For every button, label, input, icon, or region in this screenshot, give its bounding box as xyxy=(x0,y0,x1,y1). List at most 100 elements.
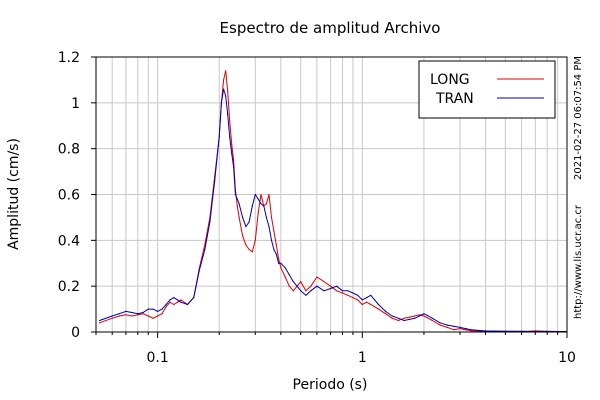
data-point-tran xyxy=(446,324,448,326)
data-point-long xyxy=(347,294,349,296)
data-point-long xyxy=(374,306,376,308)
y-tick-label: 0.2 xyxy=(58,279,80,295)
data-point-tran xyxy=(347,290,349,292)
data-point-tran xyxy=(147,308,149,310)
data-point-tran xyxy=(270,239,273,241)
data-point-tran xyxy=(408,318,411,320)
data-point-tran xyxy=(251,205,253,207)
data-point-long xyxy=(238,216,240,218)
data-point-long xyxy=(173,303,175,306)
data-point-tran xyxy=(257,198,259,200)
data-point-tran xyxy=(242,216,244,218)
data-point-tran xyxy=(310,290,312,292)
data-point-tran xyxy=(391,315,393,317)
data-point-tran xyxy=(245,226,247,228)
data-point-tran xyxy=(176,299,179,301)
data-point-long xyxy=(403,317,405,319)
data-point-long xyxy=(251,251,253,253)
y-axis-label: Amplitud (cm/s) xyxy=(6,138,22,250)
data-point-long xyxy=(242,235,244,237)
series-group xyxy=(98,70,567,332)
data-point-tran xyxy=(157,310,159,312)
data-point-long xyxy=(131,315,133,317)
data-point-tran xyxy=(173,297,175,299)
data-point-tran xyxy=(465,328,467,330)
data-point-tran xyxy=(125,310,127,312)
data-point-long xyxy=(273,230,275,232)
data-point-tran xyxy=(180,301,182,303)
data-point-long xyxy=(446,326,448,328)
data-point-tran xyxy=(459,326,461,328)
data-point-long xyxy=(229,120,231,122)
data-point-tran xyxy=(193,297,195,299)
data-point-tran xyxy=(209,221,211,223)
data-point-tran xyxy=(273,248,275,251)
data-point-long xyxy=(142,313,144,315)
y-tick-label: 0.6 xyxy=(58,188,80,204)
x-tick-label: 1 xyxy=(358,350,367,366)
data-point-tran xyxy=(233,166,235,168)
data-point-long xyxy=(225,70,227,72)
y-tick-label: 1 xyxy=(71,96,80,112)
data-point-long xyxy=(278,258,280,260)
data-point-long xyxy=(223,79,225,81)
data-point-tran xyxy=(278,262,280,264)
data-point-long xyxy=(180,299,182,301)
url-annotation: http://www.lis.ucr.ac.cr xyxy=(573,204,584,319)
data-point-long xyxy=(275,244,277,246)
legend-label-tran: TRAN xyxy=(435,91,474,107)
data-point-tran xyxy=(161,308,163,310)
data-point-long xyxy=(284,276,286,278)
data-point-long xyxy=(137,314,139,316)
data-point-tran xyxy=(231,152,233,154)
data-point-long xyxy=(245,244,247,246)
data-point-long xyxy=(98,322,101,324)
data-point-long xyxy=(125,314,127,316)
data-point-tran xyxy=(220,102,222,104)
data-point-tran xyxy=(137,313,139,315)
axis-ticks: 0 0.2 0.4 0.6 0.8 1 1.2 0.1 1 10 xyxy=(58,50,576,366)
data-point-long xyxy=(268,193,270,196)
data-point-long xyxy=(300,281,302,283)
data-point-long xyxy=(260,193,262,196)
data-point-long xyxy=(427,317,429,319)
data-point-long xyxy=(118,315,120,317)
legend-box xyxy=(418,60,556,119)
data-point-long xyxy=(231,143,233,145)
data-point-tran xyxy=(268,226,270,228)
data-point-long xyxy=(176,301,179,303)
data-point-tran xyxy=(254,193,256,196)
data-point-long xyxy=(391,317,393,319)
y-tick-label: 1.2 xyxy=(58,50,80,66)
data-point-long xyxy=(280,267,282,269)
data-point-long xyxy=(470,330,472,332)
data-point-tran xyxy=(229,136,231,138)
data-point-long xyxy=(161,313,163,315)
y-tick-label: 0.8 xyxy=(58,142,80,158)
data-point-tran xyxy=(453,325,455,327)
data-point-tran xyxy=(495,330,497,332)
data-point-tran xyxy=(418,315,420,317)
data-point-long xyxy=(169,301,171,303)
data-point-tran xyxy=(480,330,482,332)
data-point-tran xyxy=(263,205,265,207)
data-point-tran xyxy=(248,221,250,223)
data-point-tran xyxy=(152,308,154,310)
data-point-long xyxy=(233,159,235,161)
y-tick-label: 0 xyxy=(71,325,80,341)
data-point-long xyxy=(423,315,425,317)
data-point-tran xyxy=(431,317,433,319)
data-point-tran xyxy=(169,299,171,301)
data-point-tran xyxy=(374,299,376,301)
data-point-tran xyxy=(403,319,405,322)
data-point-long xyxy=(265,203,267,205)
data-point-long xyxy=(316,276,318,278)
y-tick-label: 0.4 xyxy=(58,233,80,249)
data-point-tran xyxy=(118,313,120,315)
data-point-tran xyxy=(288,274,290,276)
data-point-tran xyxy=(296,285,298,287)
data-point-tran xyxy=(427,315,429,317)
legend: LONG TRAN xyxy=(418,60,556,119)
data-point-tran xyxy=(439,322,441,324)
